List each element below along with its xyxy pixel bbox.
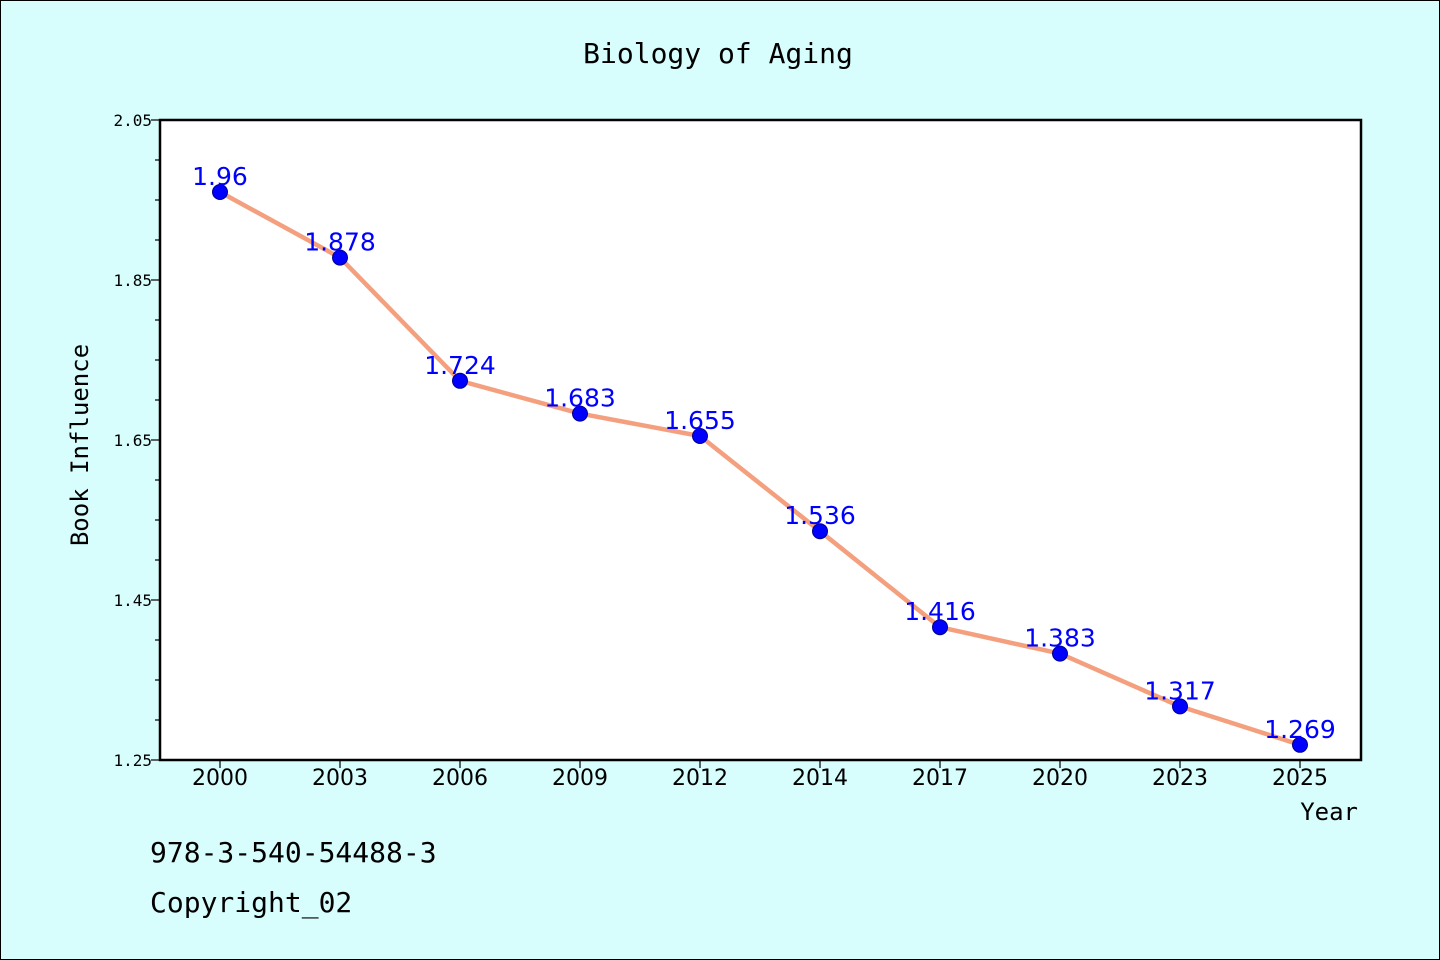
x-tick-label: 2012 bbox=[672, 766, 728, 791]
data-point bbox=[212, 184, 228, 200]
data-label: 1.96 bbox=[192, 162, 248, 191]
data-label: 1.683 bbox=[544, 384, 616, 413]
x-tick-label: 2020 bbox=[1032, 766, 1088, 791]
x-tick-label: 2017 bbox=[912, 766, 968, 791]
data-label: 1.724 bbox=[424, 351, 496, 380]
data-point bbox=[1172, 698, 1188, 715]
y-tick-label: 1.65 bbox=[113, 431, 152, 450]
data-point bbox=[692, 428, 708, 444]
data-point bbox=[812, 523, 828, 540]
data-label: 1.317 bbox=[1144, 676, 1216, 705]
series-line bbox=[218, 190, 1301, 747]
x-tick-label: 2003 bbox=[312, 766, 368, 791]
x-tick-label: 2009 bbox=[552, 766, 608, 791]
data-point bbox=[1052, 645, 1068, 662]
data-label: 1.536 bbox=[784, 501, 856, 530]
plot-area bbox=[158, 118, 1363, 762]
data-label: 1.269 bbox=[1264, 715, 1336, 744]
data-label: 1.416 bbox=[904, 597, 976, 626]
x-tick-label: 2014 bbox=[792, 766, 848, 791]
isbn-text: 978-3-540-54488-3 bbox=[150, 836, 437, 869]
x-axis-label: Year bbox=[1300, 798, 1358, 826]
y-tick-label: 1.25 bbox=[113, 751, 152, 770]
data-point bbox=[332, 249, 348, 266]
copyright-text: Copyright_02 bbox=[150, 886, 353, 919]
y-tick-label: 2.05 bbox=[113, 111, 152, 130]
data-label: 1.383 bbox=[1024, 624, 1096, 653]
y-tick-label: 1.45 bbox=[113, 591, 152, 610]
chart-title: Biology of Aging bbox=[583, 37, 853, 70]
x-tick-label: 2025 bbox=[1272, 766, 1328, 791]
data-point bbox=[1292, 736, 1308, 753]
x-tick-label: 2006 bbox=[432, 766, 488, 791]
x-tick-label: 2000 bbox=[192, 766, 248, 791]
data-label: 1.878 bbox=[304, 228, 376, 257]
x-tick-label: 2023 bbox=[1152, 766, 1208, 791]
data-point bbox=[932, 619, 948, 636]
data-point bbox=[452, 372, 468, 389]
data-label: 1.655 bbox=[664, 406, 736, 435]
y-tick-label: 1.85 bbox=[113, 271, 152, 290]
y-axis-label: Book Influence bbox=[66, 344, 94, 546]
data-point bbox=[572, 405, 588, 422]
